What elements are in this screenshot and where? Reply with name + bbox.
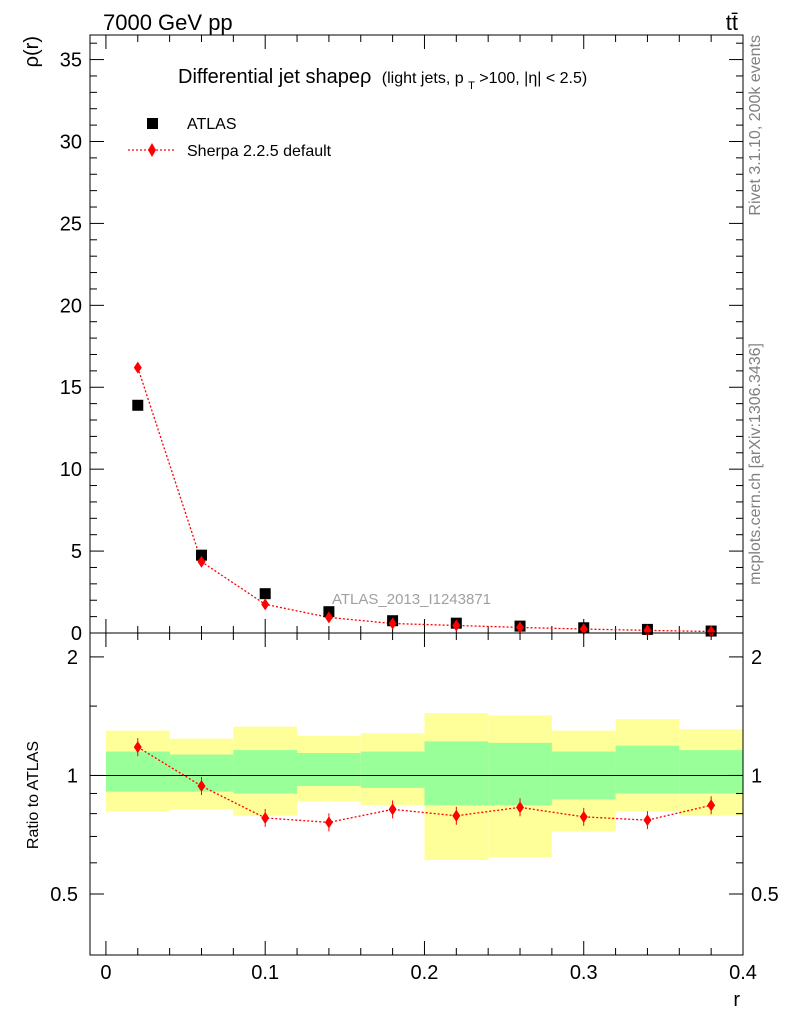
bottom-y-tick-label: 0.5 bbox=[50, 884, 78, 906]
atlas-point bbox=[259, 588, 271, 600]
atlas-point bbox=[195, 549, 207, 561]
mc-point bbox=[197, 555, 206, 568]
mc-point bbox=[579, 623, 588, 636]
ratio-point bbox=[133, 741, 142, 754]
top-y-tick-label: 30 bbox=[60, 131, 82, 153]
legend-label-atlas: ATLAS bbox=[187, 116, 237, 133]
header-left: 7000 GeV pp bbox=[103, 10, 233, 35]
top-y-tick-label: 25 bbox=[60, 213, 82, 235]
x-axis-label: r bbox=[733, 989, 740, 1011]
ratio-point bbox=[643, 814, 652, 827]
chart-title-main: Differential jet shapeρ bbox=[178, 66, 371, 88]
chart-title-note: (light jets, p bbox=[382, 70, 464, 87]
ratio-band-inner bbox=[424, 741, 489, 806]
top-y-tick-label: 0 bbox=[71, 623, 82, 645]
top-axis-ticks: 0 5 10 15 20 25 30 35 bbox=[60, 35, 744, 645]
ratio-band-inner bbox=[488, 742, 552, 806]
side-label-mcplots: mcplots.cern.ch [arXiv:1306.3436] bbox=[747, 343, 764, 585]
bottom-y-tick-label-right: 0.5 bbox=[751, 884, 779, 906]
ratio-point bbox=[707, 799, 716, 812]
x-tick-label: 0.4 bbox=[729, 962, 757, 984]
bottom-y-tick-label: 1 bbox=[67, 765, 78, 787]
mc-point bbox=[261, 598, 270, 611]
top-y-axis-label: ρ(r) bbox=[21, 36, 43, 67]
mc-point bbox=[516, 621, 525, 634]
atlas-point bbox=[132, 399, 144, 411]
ratio-point bbox=[579, 810, 588, 823]
mc-point bbox=[707, 625, 716, 638]
x-tick-label: 0.2 bbox=[411, 962, 439, 984]
top-y-tick-label: 35 bbox=[60, 50, 82, 72]
legend-label-sherpa: Sherpa 2.2.5 default bbox=[187, 143, 332, 160]
bottom-plot-frame bbox=[89, 632, 744, 956]
ratio-point bbox=[452, 809, 461, 822]
ratio-band-inner bbox=[233, 750, 298, 794]
ratio-band-inner bbox=[360, 751, 425, 788]
ratio-point bbox=[516, 801, 525, 814]
bottom-y-tick-label: 2 bbox=[67, 647, 78, 669]
legend: ATLAS Sherpa 2.2.5 default bbox=[128, 116, 332, 160]
ratio-band-inner bbox=[297, 753, 361, 787]
ratio-band-inner bbox=[105, 751, 170, 792]
chart-title-note-sub: T bbox=[468, 80, 475, 92]
mc-point bbox=[133, 361, 142, 374]
ratio-bands bbox=[90, 713, 743, 860]
bottom-y-axis-label: Ratio to ATLAS bbox=[25, 741, 42, 849]
mc-point bbox=[388, 617, 397, 630]
bottom-panel: 0.5 0.5 1 1 2 2 0 0.1 0.2 0.3 0.4 Ratio to ATLAS r bbox=[25, 632, 779, 1011]
legend-marker-sherpa bbox=[148, 143, 156, 157]
ratio-band-inner bbox=[679, 750, 743, 794]
x-tick-label: 0.1 bbox=[251, 962, 279, 984]
ratio-point bbox=[197, 780, 206, 793]
analysis-label: ATLAS_2013_I1243871 bbox=[332, 591, 491, 608]
top-data-marks bbox=[132, 361, 717, 638]
ratio-band-inner bbox=[615, 745, 680, 794]
ratio-point bbox=[324, 816, 333, 829]
header-right: tt̄ bbox=[726, 10, 738, 35]
chart-title-note-rest: >100, |η| < 2.5) bbox=[479, 70, 587, 87]
bottom-axis-ticks: 0.5 0.5 1 1 2 2 0 0.1 0.2 0.3 0.4 bbox=[50, 633, 779, 984]
bottom-y-tick-label-right: 2 bbox=[751, 647, 762, 669]
mc-line bbox=[137, 367, 712, 633]
ratio-point bbox=[388, 803, 397, 816]
top-y-tick-label: 10 bbox=[60, 459, 82, 481]
mc-point bbox=[324, 611, 333, 624]
mc-point bbox=[452, 619, 461, 632]
ratio-point bbox=[261, 811, 270, 824]
chart-title: Differential jet shapeρ (light jets, p T… bbox=[178, 66, 587, 93]
x-tick-label: 0.3 bbox=[570, 962, 598, 984]
top-y-tick-label: 20 bbox=[60, 295, 82, 317]
legend-marker-atlas bbox=[147, 118, 158, 129]
top-y-tick-label: 15 bbox=[60, 377, 82, 399]
ratio-data-marks bbox=[133, 738, 716, 832]
x-tick-label: 0 bbox=[100, 962, 111, 984]
top-y-tick-label: 5 bbox=[71, 541, 82, 563]
top-panel: 0 5 10 15 20 25 30 35 ρ(r) Differential jet sha… bbox=[21, 34, 744, 645]
bottom-y-tick-label-right: 1 bbox=[751, 765, 762, 787]
side-label-rivet: Rivet 3.1.10, 200k events bbox=[747, 35, 764, 216]
